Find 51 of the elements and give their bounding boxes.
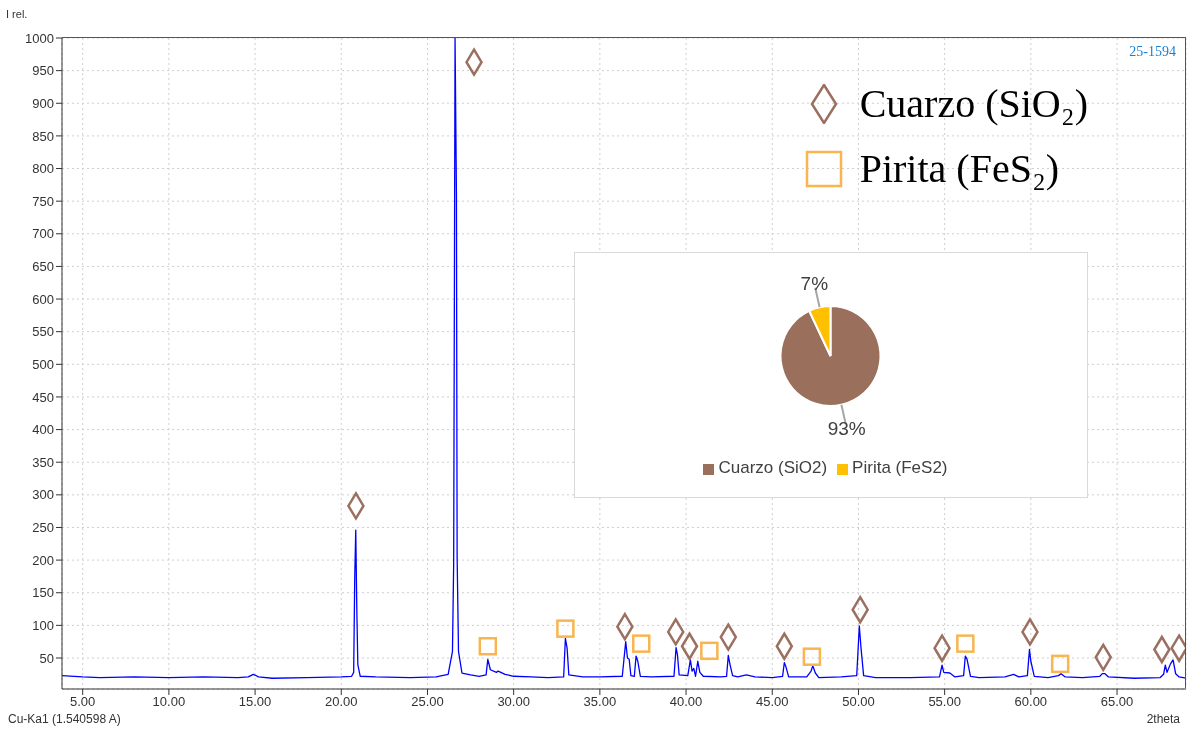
y-tick-label: 550 (32, 324, 54, 340)
y-tick-label: 800 (32, 161, 54, 177)
x-tick-label: 20.00 (325, 694, 358, 710)
y-tick-label: 450 (32, 389, 54, 405)
data-label: 93% (827, 417, 866, 439)
y-tick-label: 600 (32, 291, 54, 307)
y-tick-label: 950 (32, 63, 54, 79)
legend-label: Cuarzo (SiO₂) (859, 80, 1088, 127)
y-tick-label: 850 (32, 128, 54, 144)
data-label: 7% (800, 273, 829, 295)
pie-slice (779, 305, 882, 407)
x-tick-label: 55.00 (928, 694, 961, 710)
x-tick-label: 50.00 (842, 694, 875, 710)
y-tick-label: 250 (32, 520, 54, 536)
y-tick-label: 350 (32, 454, 54, 470)
point (478, 637, 498, 656)
legend-label: Cuarzo (SiO2) (718, 458, 828, 477)
y-tick-label: 300 (32, 487, 54, 503)
y-tick-label: 150 (32, 585, 54, 601)
point (802, 647, 822, 666)
annotation: 25-1594 (1129, 44, 1176, 60)
x-tick-label: 40.00 (669, 694, 703, 710)
y-tick-label: 200 (32, 552, 54, 568)
y-tick-label: 650 (32, 259, 54, 275)
point (956, 634, 975, 653)
text: Cu-Ka1 (1.540598 A) (8, 712, 121, 726)
x-tick-label: 35.00 (583, 694, 617, 710)
point (631, 634, 651, 653)
point (700, 641, 719, 661)
x-tick-label: 65.00 (1100, 694, 1134, 710)
x-tick-label: 60.00 (1014, 694, 1048, 710)
x-tick-label: 5.00 (70, 694, 96, 710)
y-tick-label: 1000 (25, 30, 54, 46)
point (1050, 654, 1070, 674)
y-tick-label: 100 (32, 617, 54, 633)
y-tick-label: 400 (32, 422, 54, 438)
x-tick-label: 15.00 (238, 694, 272, 710)
x-tick-label: 30.00 (497, 694, 530, 710)
y-tick-label: 700 (32, 226, 54, 242)
legend-label: Pirita (FeS2) (852, 458, 948, 477)
y-tick-label: 500 (32, 356, 54, 372)
x-axis-title: 2theta (1146, 712, 1180, 726)
point (556, 619, 575, 638)
y-tick-label: 50 (39, 650, 54, 666)
legend-label: Pirita (FeS₂) (859, 145, 1060, 192)
y-tick-label: 750 (32, 193, 54, 209)
x-tick-label: 45.00 (755, 694, 789, 710)
y-axis-title: I rel. (6, 8, 28, 20)
x-tick-label: 25.00 (411, 694, 444, 710)
x-tick-label: 10.00 (152, 694, 186, 710)
y-tick-label: 900 (32, 95, 54, 111)
